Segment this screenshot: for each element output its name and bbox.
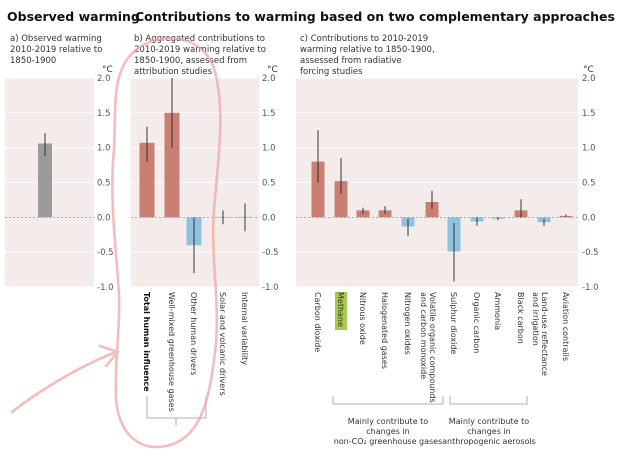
category-label: and carbon monoxide <box>419 292 428 379</box>
y-tick-label: -0.5 <box>97 248 114 258</box>
bar <box>425 202 439 218</box>
panel-b-subtitle-2: 2010-2019 warming relative to <box>134 45 266 55</box>
y-tick-label: -0.5 <box>582 248 599 258</box>
panel-c-subtitle-1: c) Contributions to 2010-2019 <box>300 34 428 44</box>
category-label: Halogenated gases <box>380 292 389 369</box>
panel-c: -1.0 -0.5 0.0 0.5 1.0 1.5 2.0 Carbon dioxide Met… <box>296 74 599 403</box>
category-label: Nitrogen oxides <box>403 292 412 355</box>
y-tick-label: -1.0 <box>262 283 279 293</box>
bar <box>311 161 325 218</box>
aerosol-group-label-3: anthropogenic aerosols <box>442 437 536 446</box>
panel-a-subtitle-3: 1850-1900 <box>10 56 56 66</box>
aerosol-group-label-2: changes in <box>467 427 510 436</box>
contributions-title: Contributions to warming based on two co… <box>135 9 615 24</box>
category-label: Carbon dioxide <box>313 292 322 352</box>
category-label: Well-mixed greenhouse gases <box>167 292 176 412</box>
aerosol-bracket <box>449 396 528 405</box>
panel-c-subtitle-3: assessed from radiative <box>300 56 402 66</box>
bar <box>334 181 348 218</box>
category-label: Organic carbon <box>472 292 481 353</box>
panel-b-unit-label: °C <box>267 65 278 75</box>
bar <box>38 143 52 218</box>
y-tick-label: 2.0 <box>262 74 276 84</box>
y-tick-label: -1.0 <box>582 283 599 293</box>
panel-c-subtitle-4: forcing studies <box>300 67 363 77</box>
y-tick-label: 0.0 <box>262 213 276 223</box>
y-tick-label: 2.0 <box>582 74 596 84</box>
panel-b-subtitle-3: 1850-1900, assessed from <box>134 56 247 66</box>
annotation-arrow-shaft <box>10 350 118 414</box>
y-tick-label: 1.0 <box>262 144 276 154</box>
ghg-bracket <box>332 396 444 405</box>
category-label: Solar and volcanic drivers <box>218 292 227 396</box>
category-label: Sulphur dioxide <box>449 292 458 354</box>
annotation-arrow-head <box>98 344 120 368</box>
y-tick-label: 0.5 <box>262 179 276 189</box>
category-label: Black carbon <box>516 292 525 344</box>
category-label: Internal variability <box>240 292 249 365</box>
category-label: Methane <box>336 292 345 327</box>
panel-b-subtitle-1: b) Aggregated contributions to <box>134 34 265 44</box>
y-tick-label: 0.0 <box>582 213 596 223</box>
category-label: Nitrous oxide <box>358 292 367 345</box>
bar <box>164 112 180 218</box>
y-tick-label: 1.5 <box>582 109 596 119</box>
category-label: Volatile organic compounds <box>428 292 437 403</box>
panel-b-subtitle-4: attribution studies <box>134 67 213 77</box>
category-label: Aviation contrails <box>561 292 570 361</box>
y-tick-label: 1.5 <box>97 109 111 119</box>
y-tick-label: 2.0 <box>97 74 111 84</box>
y-tick-label: 1.5 <box>262 109 276 119</box>
ghg-group-label-1: Mainly contribute to <box>348 417 428 426</box>
panel-b: -1.0 -0.5 0.0 0.5 1.0 1.5 2.0 Total human influ… <box>131 74 279 412</box>
y-tick-label: 1.0 <box>582 144 596 154</box>
hand-drawn-annotation <box>10 36 222 449</box>
ghg-group-label-2: changes in <box>366 427 409 436</box>
observed-warming-title: Observed warming <box>7 9 140 24</box>
y-tick-label: 0.5 <box>582 179 596 189</box>
y-tick-label: 0.5 <box>97 179 111 189</box>
y-tick-label: -1.0 <box>97 283 114 293</box>
category-label: Ammonia <box>493 292 502 330</box>
group-brackets <box>146 396 528 426</box>
panel-a-subtitle-2: 2010-2019 relative to <box>10 45 102 55</box>
panel-a: -1.0 -0.5 0.0 0.5 1.0 1.5 2.0 <box>5 74 114 293</box>
panel-a-subtitle-1: a) Observed warming <box>10 34 102 44</box>
aerosol-group-label-1: Mainly contribute to <box>449 417 529 426</box>
annotation-circle <box>111 36 222 449</box>
category-label: and irrigation <box>531 292 540 346</box>
y-tick-label: -0.5 <box>262 248 279 258</box>
methane-highlight <box>335 292 347 330</box>
y-tick-label: 0.0 <box>97 213 111 223</box>
ghg-group-label-3: non-CO₂ greenhouse gases <box>334 437 443 446</box>
panel-a-unit-label: °C <box>102 65 113 75</box>
category-label: Land-use reflectance <box>540 292 549 376</box>
category-label: Total human influence <box>142 292 151 392</box>
human-influence-bracket <box>146 396 207 419</box>
panel-c-unit-label: °C <box>583 65 594 75</box>
y-tick-label: 1.0 <box>97 144 111 154</box>
panel-c-subtitle-2: warming relative to 1850-1900, <box>300 45 435 55</box>
bar <box>139 142 155 218</box>
category-label: Other human drivers <box>189 292 198 375</box>
